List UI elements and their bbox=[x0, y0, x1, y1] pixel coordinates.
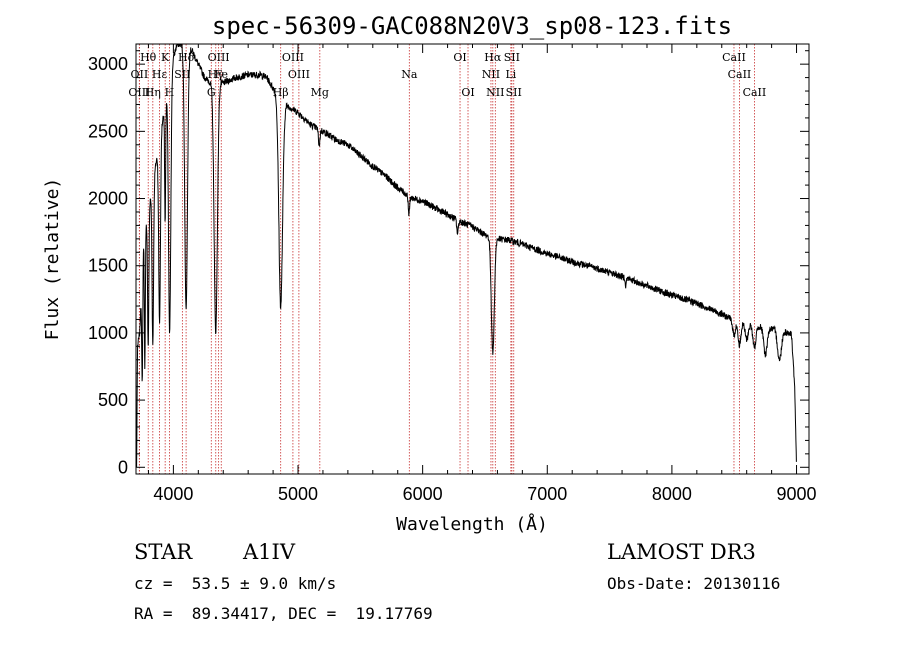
line-marker-label: OIII bbox=[282, 51, 304, 64]
y-tick-label: 500 bbox=[98, 390, 128, 410]
line-marker-label: SII bbox=[506, 86, 522, 99]
line-marker-label: K bbox=[161, 51, 170, 64]
object-subclass: A1IV bbox=[243, 540, 295, 564]
line-marker-label: Hδ bbox=[178, 51, 195, 64]
y-tick-label: 2500 bbox=[88, 121, 128, 141]
line-marker-label: OIII bbox=[128, 86, 150, 99]
y-tick-label: 2000 bbox=[88, 189, 128, 209]
y-tick-label: 0 bbox=[118, 457, 128, 477]
line-marker-label: SII bbox=[174, 68, 190, 81]
y-axis-ticks: 0 500 1000 1500 2000 2500 3000 bbox=[88, 50, 809, 477]
line-marker-label: SII bbox=[504, 51, 520, 64]
redshift-value: cz = 53.5 ± 9.0 km/s bbox=[134, 574, 337, 593]
line-marker-label: Mg bbox=[311, 86, 329, 99]
line-marker-label: Hθ bbox=[140, 51, 157, 64]
plot-frame bbox=[135, 43, 810, 475]
line-marker-label: OIII bbox=[288, 68, 310, 81]
line-marker-label: Fe bbox=[214, 68, 228, 81]
line-marker-label: NII bbox=[486, 86, 504, 99]
line-marker-label: Hη bbox=[145, 86, 161, 99]
line-marker-label: G bbox=[207, 86, 216, 99]
x-tick-label: 9000 bbox=[777, 484, 817, 504]
survey-name: LAMOST DR3 bbox=[607, 540, 756, 564]
observation-date: Obs-Date: 20130116 bbox=[607, 574, 781, 593]
spectrum-line bbox=[136, 44, 797, 468]
line-marker-label: Hα bbox=[484, 51, 502, 64]
x-tick-label: 7000 bbox=[527, 484, 567, 504]
line-marker-label: Hε bbox=[152, 68, 168, 81]
y-tick-label: 1500 bbox=[88, 256, 128, 276]
line-marker-label: CaII bbox=[743, 86, 767, 99]
line-marker-label: H bbox=[165, 86, 175, 99]
line-marker-label: OII bbox=[131, 68, 149, 81]
y-tick-label: 3000 bbox=[88, 54, 128, 74]
coordinates: RA = 89.34417, DEC = 19.17769 bbox=[134, 604, 433, 623]
line-marker-label: Hβ bbox=[273, 86, 289, 99]
x-axis-label: Wavelength (Å) bbox=[396, 513, 548, 535]
line-marker-label: CaII bbox=[728, 68, 752, 81]
line-marker-label: Na bbox=[401, 68, 418, 81]
x-axis-ticks: 4000 5000 6000 7000 8000 9000 bbox=[147, 44, 817, 504]
x-tick-label: 8000 bbox=[652, 484, 692, 504]
line-marker-label: OIII bbox=[208, 51, 230, 64]
y-axis-label: Flux (relative) bbox=[42, 178, 63, 341]
line-marker-label: OI bbox=[453, 51, 466, 64]
line-marker-label: Li bbox=[505, 68, 516, 81]
chart-title: spec-56309-GAC088N20V3_sp08-123.fits bbox=[212, 12, 732, 40]
line-marker-label: OI bbox=[461, 86, 474, 99]
line-marker-label: NII bbox=[482, 68, 500, 81]
x-tick-label: 6000 bbox=[403, 484, 443, 504]
line-markers bbox=[138, 44, 755, 474]
line-marker-label: CaII bbox=[722, 51, 746, 64]
x-tick-label: 5000 bbox=[278, 484, 318, 504]
y-tick-label: 1000 bbox=[88, 323, 128, 343]
x-tick-label: 4000 bbox=[153, 484, 193, 504]
object-class: STAR bbox=[134, 540, 193, 564]
line-marker-label: Hγ bbox=[208, 68, 225, 81]
